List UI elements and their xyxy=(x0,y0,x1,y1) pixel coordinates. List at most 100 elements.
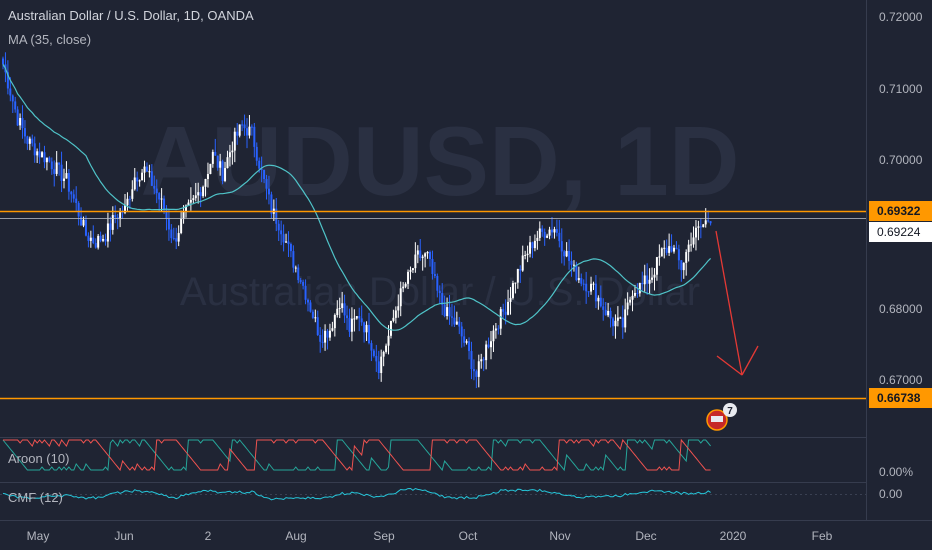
projection-arrow-shaft[interactable] xyxy=(715,230,743,376)
candle-body xyxy=(106,223,109,242)
candle-body xyxy=(187,202,190,206)
candle-body xyxy=(148,171,151,173)
candle-body xyxy=(94,242,97,248)
candle-body xyxy=(26,136,29,144)
candle-body xyxy=(160,198,163,200)
candle-body xyxy=(516,269,519,283)
candle-body xyxy=(206,174,209,179)
candle-body xyxy=(114,215,117,218)
candle-body xyxy=(243,124,246,129)
time-label-sep: Sep xyxy=(373,529,395,543)
price-axis[interactable]: 0.72000 0.71000 0.70000 0.69322 0.69224 … xyxy=(869,10,932,501)
candle-body xyxy=(499,309,502,329)
aroon-label[interactable]: Aroon (10) xyxy=(8,451,70,466)
candle-body xyxy=(253,126,256,147)
candle-body xyxy=(694,227,697,238)
candle-body xyxy=(221,161,224,181)
candle-body xyxy=(236,131,239,136)
flag-stripes xyxy=(711,416,723,422)
candle-body xyxy=(411,268,414,271)
candle-body xyxy=(248,126,251,136)
candle-body xyxy=(690,244,693,246)
cmf-label[interactable]: CMF (12) xyxy=(8,490,63,505)
candle-body xyxy=(375,355,378,362)
candle-body xyxy=(575,264,578,281)
time-label-2020: 2020 xyxy=(720,529,747,543)
candle-body xyxy=(319,334,322,342)
candle-body xyxy=(419,250,422,258)
candle-body xyxy=(109,223,112,230)
candle-body xyxy=(38,151,41,158)
candle-body xyxy=(180,218,183,234)
candle-body xyxy=(636,292,639,294)
candle-body xyxy=(182,210,185,219)
candle-body xyxy=(687,244,690,253)
candle-body xyxy=(480,359,483,362)
candle-body xyxy=(685,252,688,263)
candle-body xyxy=(241,124,244,126)
candle-body xyxy=(304,285,307,300)
candle-body xyxy=(624,309,627,328)
ma-indicator-label[interactable]: MA (35, close) xyxy=(8,32,92,47)
candle-body xyxy=(487,344,490,348)
candle-body xyxy=(172,238,175,240)
candle-body xyxy=(597,297,600,302)
candle-body xyxy=(555,229,558,233)
candle-body xyxy=(321,341,324,343)
candle-body xyxy=(277,223,280,231)
candle-body xyxy=(663,247,666,249)
candle-body xyxy=(455,321,458,325)
economic-event-badge[interactable]: 7 xyxy=(706,403,737,431)
candle-body xyxy=(509,297,512,302)
candle-body xyxy=(436,275,439,291)
candle-body xyxy=(6,72,9,89)
candle-body xyxy=(363,322,366,333)
candle-body xyxy=(19,118,22,126)
candle-body xyxy=(14,101,17,110)
candle-body xyxy=(87,235,90,241)
candle-body xyxy=(231,150,234,153)
candle-body xyxy=(658,256,661,258)
time-axis[interactable]: May Jun 2 Aug Sep Oct Nov Dec 2020 Feb xyxy=(27,529,833,543)
candle-body xyxy=(399,288,402,307)
candle-body xyxy=(426,251,429,254)
candle-body xyxy=(429,251,431,260)
candle-body xyxy=(270,194,273,214)
candle-body xyxy=(189,200,192,203)
candle-body xyxy=(443,304,446,316)
candle-body xyxy=(565,250,568,257)
candle-body xyxy=(521,255,524,271)
candle-body xyxy=(128,198,131,200)
candle-body xyxy=(258,160,261,169)
candle-body xyxy=(265,179,268,189)
candle-body xyxy=(33,143,36,156)
candle-body xyxy=(175,238,178,242)
candle-body xyxy=(665,247,668,253)
candle-body xyxy=(504,311,507,315)
candle-body xyxy=(477,361,480,377)
candle-body xyxy=(675,247,678,250)
candle-body xyxy=(646,275,649,284)
candle-body xyxy=(392,317,395,321)
candle-body xyxy=(699,226,702,228)
candle-body xyxy=(541,228,544,232)
candle-body xyxy=(465,341,468,343)
candle-body xyxy=(282,234,285,243)
price-tick-0-70000: 0.70000 xyxy=(879,153,923,167)
candle-body xyxy=(448,307,451,317)
candle-body xyxy=(292,251,295,268)
candle-body xyxy=(126,198,129,206)
candle-body xyxy=(641,282,644,285)
candle-body xyxy=(472,369,475,372)
candle-body xyxy=(177,233,180,242)
candle-body xyxy=(165,210,168,219)
candle-body xyxy=(660,248,663,257)
candle-body xyxy=(546,235,549,238)
candle-body xyxy=(536,237,539,241)
candle-body xyxy=(192,198,195,201)
candle-body xyxy=(16,109,19,126)
candle-body xyxy=(116,217,119,220)
candle-body xyxy=(294,267,297,269)
candle-body xyxy=(404,283,407,287)
